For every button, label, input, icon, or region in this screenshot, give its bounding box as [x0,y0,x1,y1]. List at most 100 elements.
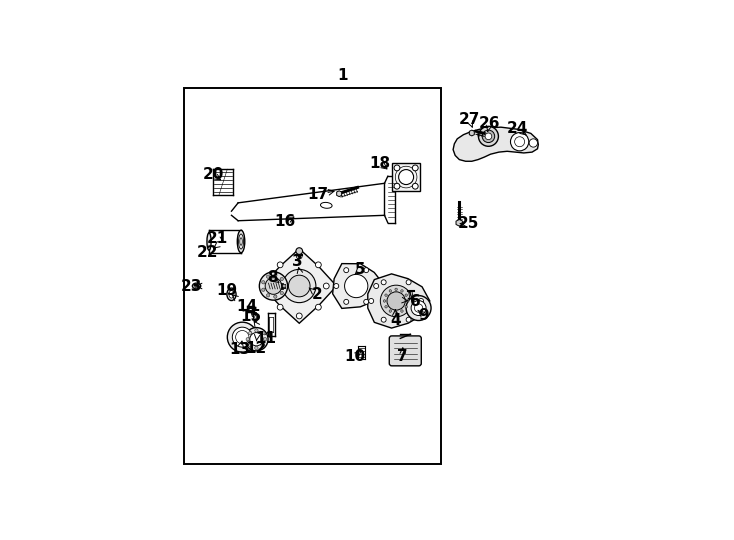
Circle shape [277,304,283,310]
Polygon shape [392,163,421,191]
Text: 15: 15 [240,309,261,324]
Text: 25: 25 [458,216,479,231]
Text: 7: 7 [398,349,408,364]
Ellipse shape [227,288,236,301]
Text: 8: 8 [267,270,277,285]
Circle shape [266,275,269,278]
Circle shape [485,133,492,140]
Circle shape [297,253,302,259]
Circle shape [246,338,250,341]
Circle shape [510,133,528,151]
Circle shape [249,332,252,335]
Circle shape [418,299,424,303]
Text: 17: 17 [308,187,329,202]
Circle shape [405,294,407,296]
Ellipse shape [229,291,234,298]
Text: 13: 13 [229,342,250,357]
Circle shape [261,288,265,292]
Circle shape [261,281,265,284]
Circle shape [280,291,283,295]
Circle shape [387,292,405,310]
Ellipse shape [255,315,256,319]
Circle shape [228,322,257,352]
Circle shape [280,278,283,281]
Circle shape [411,301,426,315]
Circle shape [405,306,407,308]
Circle shape [395,288,397,291]
Circle shape [381,317,386,322]
Polygon shape [368,274,430,328]
Circle shape [374,284,379,288]
Circle shape [296,248,302,254]
Circle shape [255,329,258,332]
Circle shape [316,304,321,310]
Circle shape [389,289,391,292]
Polygon shape [262,249,337,323]
Polygon shape [333,264,385,308]
Circle shape [394,183,400,189]
Ellipse shape [207,233,211,250]
Circle shape [406,317,411,322]
Text: 20: 20 [203,167,224,183]
Circle shape [401,289,403,292]
Circle shape [364,268,368,273]
Circle shape [482,130,495,143]
Circle shape [394,165,400,171]
Polygon shape [453,127,538,161]
Circle shape [383,300,386,302]
Text: 18: 18 [370,156,391,171]
Circle shape [316,262,321,268]
Circle shape [249,307,252,310]
Text: 24: 24 [507,120,528,136]
Text: 22: 22 [197,245,219,260]
Circle shape [407,300,409,302]
Circle shape [255,346,258,349]
Circle shape [269,283,275,289]
Text: 1: 1 [338,68,348,83]
Circle shape [277,262,283,268]
Circle shape [283,285,286,288]
Polygon shape [456,219,462,226]
Text: 4: 4 [390,313,401,328]
Circle shape [288,275,310,297]
Circle shape [385,306,388,308]
Circle shape [413,165,418,171]
Circle shape [344,274,368,298]
Circle shape [364,299,368,305]
Circle shape [413,183,418,189]
Ellipse shape [253,313,258,322]
Circle shape [529,139,537,147]
Polygon shape [469,130,474,136]
Circle shape [406,295,431,321]
Polygon shape [337,191,341,197]
Text: 19: 19 [216,282,237,298]
Circle shape [266,294,269,297]
Text: 6: 6 [410,294,421,309]
Circle shape [399,170,413,185]
Circle shape [406,280,411,285]
Circle shape [368,299,374,303]
Circle shape [265,278,282,294]
Text: 27: 27 [459,112,480,127]
Circle shape [283,269,316,302]
Circle shape [274,295,277,298]
FancyBboxPatch shape [389,336,421,366]
Text: 11: 11 [255,331,277,346]
Text: 10: 10 [344,349,365,364]
Text: 3: 3 [292,254,302,268]
Text: 23: 23 [181,279,202,294]
Circle shape [259,272,288,300]
Circle shape [274,274,277,277]
Circle shape [385,294,388,296]
Circle shape [297,313,302,319]
Circle shape [334,284,339,288]
Circle shape [479,126,498,146]
Circle shape [380,285,412,317]
Text: 12: 12 [245,341,266,356]
Bar [184,87,440,464]
Circle shape [344,299,349,305]
Text: 21: 21 [207,231,228,246]
Circle shape [250,333,263,346]
Text: 16: 16 [274,214,295,230]
Circle shape [264,338,267,341]
